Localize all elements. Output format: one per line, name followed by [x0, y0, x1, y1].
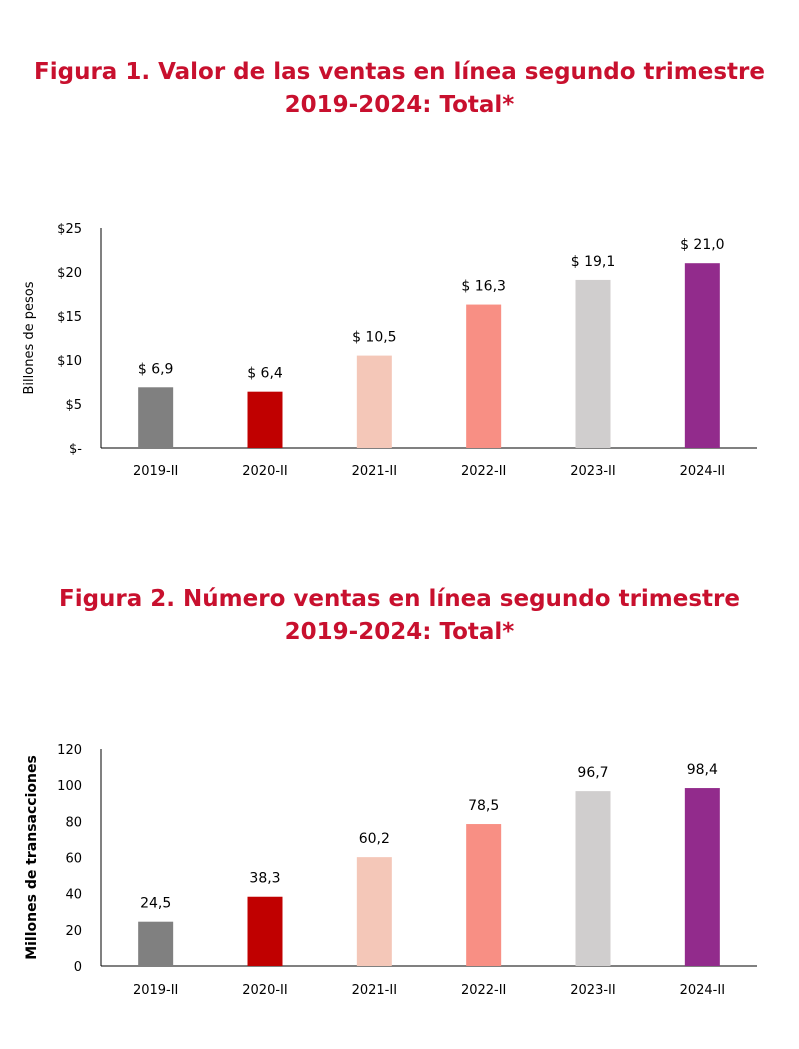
y-tick-label: 40: [65, 888, 82, 903]
y-tick-label: $5: [65, 398, 82, 413]
data-label: 60,2: [359, 831, 390, 847]
x-tick-label: 2022-II: [461, 464, 506, 479]
x-tick-label: 2019-II: [133, 983, 178, 998]
data-label: 96,7: [577, 765, 608, 781]
x-tick-label: 2021-II: [352, 464, 397, 479]
y-tick-label: $25: [57, 222, 82, 237]
data-label: $ 10,5: [352, 330, 397, 346]
bar: [684, 263, 720, 448]
y-tick-label: $20: [57, 266, 82, 281]
figure-1-title-line2: 2019-2024: Total*: [284, 92, 515, 118]
data-label: 98,4: [687, 762, 718, 778]
figure-2-title: Figura 2. Número ventas en línea segundo…: [0, 583, 799, 649]
data-label: $ 21,0: [680, 237, 725, 253]
figure-1-title: Figura 1. Valor de las ventas en línea s…: [0, 56, 799, 122]
y-tick-label: $-: [69, 442, 82, 457]
bar: [575, 791, 611, 966]
y-axis-title: Millones de transacciones: [24, 755, 40, 960]
y-tick-label: $15: [57, 310, 82, 325]
data-label: $ 16,3: [461, 279, 506, 295]
bar: [247, 896, 283, 966]
y-tick-label: 120: [57, 743, 82, 758]
data-label: 78,5: [468, 798, 499, 814]
x-tick-label: 2019-II: [133, 464, 178, 479]
y-tick-label: 100: [57, 779, 82, 794]
y-tick-label: $10: [57, 354, 82, 369]
x-tick-label: 2022-II: [461, 983, 506, 998]
y-tick-label: 80: [65, 815, 82, 830]
bar: [684, 788, 720, 966]
bar: [247, 391, 283, 448]
y-tick-label: 0: [74, 960, 82, 975]
x-tick-label: 2020-II: [242, 464, 287, 479]
y-tick-label: 60: [65, 852, 82, 867]
data-label: 24,5: [140, 896, 171, 912]
figure-2-title-line2: 2019-2024: Total*: [284, 619, 515, 645]
sales-value-chart: $- $5 $10 $15 $20 $25 Billones de pesos $ 6,9 20…: [22, 222, 757, 479]
bar: [466, 304, 502, 448]
x-tick-label: 2023-II: [570, 464, 615, 479]
bar: [138, 387, 174, 448]
data-label: $ 6,9: [138, 361, 174, 377]
bar: [575, 279, 611, 448]
sales-count-chart: 0 20 40 60 80 100 120 Millones de transacciones…: [24, 743, 757, 998]
x-tick-label: 2020-II: [242, 983, 287, 998]
figure-2-title-line1: Figura 2. Número ventas en línea segundo…: [58, 586, 740, 612]
x-tick-label: 2023-II: [570, 983, 615, 998]
x-tick-label: 2024-II: [680, 983, 725, 998]
x-tick-label: 2021-II: [352, 983, 397, 998]
bar: [138, 921, 174, 966]
bar: [466, 824, 502, 966]
x-tick-label: 2024-II: [680, 464, 725, 479]
data-label: $ 19,1: [571, 254, 616, 270]
data-label: $ 6,4: [247, 366, 283, 382]
bar: [356, 355, 392, 448]
figure-1-title-line1: Figura 1. Valor de las ventas en línea s…: [34, 59, 765, 85]
y-tick-label: 20: [65, 924, 82, 939]
data-label: 38,3: [249, 871, 280, 887]
y-axis-title: Billones de pesos: [22, 281, 37, 394]
bar: [356, 857, 392, 966]
